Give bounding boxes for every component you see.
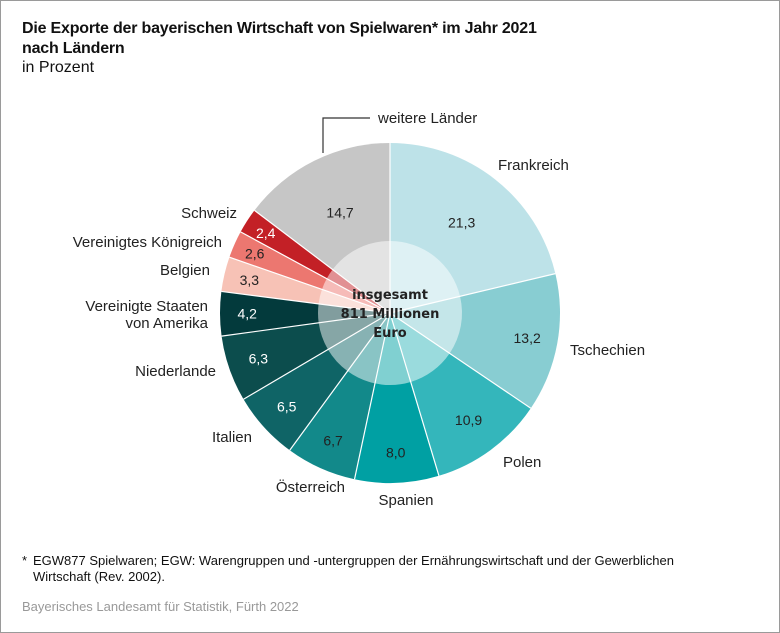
- category-label-line: Spanien: [378, 492, 433, 509]
- category-label: Frankreich: [498, 157, 569, 174]
- inner-slice: [347, 313, 390, 384]
- category-label-line: Polen: [503, 454, 541, 471]
- category-label-line: Schweiz: [181, 205, 237, 222]
- value-label: 6,3: [249, 351, 269, 367]
- value-label: 3,3: [240, 272, 260, 288]
- pie-slice: [220, 291, 390, 337]
- slice-divider: [221, 312, 391, 337]
- chart-subtitle: in Prozent: [22, 59, 95, 76]
- slice-divider: [289, 312, 391, 451]
- source-note: Bayerisches Landesamt für Statistik, Für…: [22, 599, 299, 614]
- footnote-marker: *: [22, 553, 28, 568]
- category-label-line: Niederlande: [135, 363, 216, 380]
- inner-slice: [390, 296, 462, 354]
- category-label: weitere Länder: [377, 110, 477, 127]
- category-label: Tschechien: [570, 342, 645, 359]
- slice-divider: [389, 273, 556, 314]
- slice-divider: [353, 312, 391, 480]
- slice-divider: [254, 209, 391, 314]
- center-label-line-3: Euro: [373, 326, 407, 341]
- category-label-line: Tschechien: [570, 342, 645, 359]
- category-label: Italien: [212, 429, 252, 446]
- value-label: 6,7: [323, 432, 343, 448]
- inner-slice: [326, 269, 390, 313]
- slice-dividers: [221, 143, 556, 480]
- slice-divider: [240, 231, 391, 314]
- inner-slice: [318, 303, 390, 323]
- inner-slice: [390, 313, 450, 382]
- center-label-line-1: insgesamt: [352, 288, 428, 303]
- slice-divider: [389, 312, 440, 476]
- category-labels: Frankreich Tschechien Polen Spanien Österrei…: [73, 110, 645, 509]
- category-label: Niederlande: [135, 363, 216, 380]
- value-label: 6,5: [277, 399, 297, 415]
- category-label-line: Frankreich: [498, 157, 569, 174]
- slice-divider: [243, 312, 391, 400]
- center-label: insgesamt 811 Millionen Euro: [341, 288, 440, 341]
- value-label: 4,2: [237, 306, 257, 322]
- value-label: 14,7: [326, 205, 353, 221]
- category-label-line: Belgien: [160, 262, 210, 279]
- footnote-text: EGW877 Spielwaren; EGW: Warengruppen und…: [33, 553, 674, 584]
- inner-slice: [318, 313, 390, 350]
- category-label: Schweiz: [181, 205, 237, 222]
- category-label-line: Österreich: [276, 478, 345, 496]
- inner-slice: [374, 313, 411, 385]
- category-label-line: Vereinigte Staaten: [85, 298, 208, 315]
- category-label: Vereinigtes Königreich: [73, 234, 222, 251]
- value-label: 10,9: [455, 412, 482, 428]
- slice-divider: [221, 290, 391, 314]
- category-label-line: Italien: [212, 429, 252, 446]
- inner-slice: [332, 241, 390, 313]
- slice-divider: [229, 256, 391, 314]
- category-label: Polen: [503, 454, 541, 471]
- category-label-line: von Amerika: [125, 315, 208, 332]
- category-label: Vereinigte Staaten von Amerika: [85, 298, 208, 332]
- value-labels: 21,3 13,2 10,9 8,0 6,7 6,5 6,3 4,2 3,3 2,6 2,4 14,7: [237, 205, 541, 461]
- category-label: Spanien: [378, 492, 433, 509]
- footnote: * EGW877 Spielwaren; EGW: Warengruppen u…: [22, 553, 722, 585]
- value-label: 2,6: [245, 245, 265, 261]
- value-label: 13,2: [514, 330, 541, 346]
- chart-title: Die Exporte der bayerischen Wirtschaft v…: [22, 19, 537, 59]
- slice-divider: [389, 312, 532, 409]
- category-label: Österreich: [276, 478, 345, 496]
- leader-line: [322, 117, 370, 153]
- inner-slice: [390, 241, 461, 313]
- inner-slice: [327, 313, 390, 372]
- pie-slice: [354, 313, 439, 484]
- value-label: 2,4: [256, 225, 276, 241]
- title-line-2: nach Ländern: [22, 40, 125, 57]
- value-label: 21,3: [448, 214, 475, 230]
- category-label-line: Vereinigtes Königreich: [73, 234, 222, 251]
- category-label: Belgien: [160, 262, 210, 279]
- category-label-line: weitere Länder: [377, 110, 477, 127]
- center-label-line-2: 811 Millionen: [341, 307, 440, 322]
- value-label: 8,0: [386, 444, 406, 460]
- title-line-1: Die Exporte der bayerischen Wirtschaft v…: [22, 20, 537, 37]
